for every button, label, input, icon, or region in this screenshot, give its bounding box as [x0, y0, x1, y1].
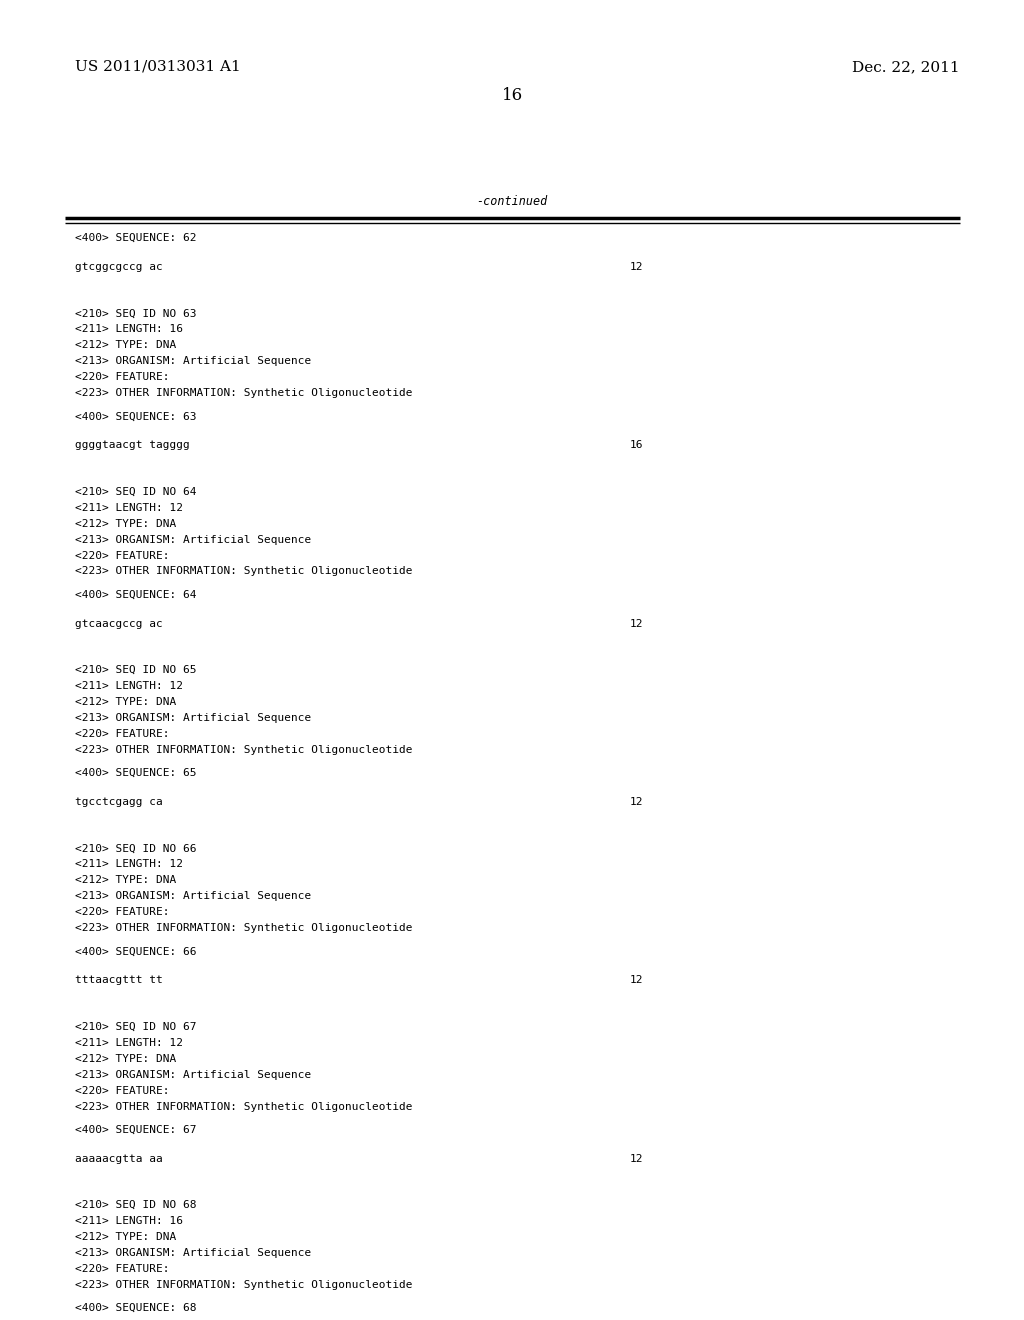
Text: <211> LENGTH: 12: <211> LENGTH: 12 — [75, 681, 183, 692]
Text: <212> TYPE: DNA: <212> TYPE: DNA — [75, 875, 176, 886]
Text: <223> OTHER INFORMATION: Synthetic Oligonucleotide: <223> OTHER INFORMATION: Synthetic Oligo… — [75, 923, 413, 933]
Text: <212> TYPE: DNA: <212> TYPE: DNA — [75, 1053, 176, 1064]
Text: aaaaacgtta aa: aaaaacgtta aa — [75, 1154, 163, 1164]
Text: gtcggcgccg ac: gtcggcgccg ac — [75, 261, 163, 272]
Text: <223> OTHER INFORMATION: Synthetic Oligonucleotide: <223> OTHER INFORMATION: Synthetic Oligo… — [75, 1280, 413, 1290]
Text: <210> SEQ ID NO 63: <210> SEQ ID NO 63 — [75, 309, 197, 318]
Text: US 2011/0313031 A1: US 2011/0313031 A1 — [75, 59, 241, 74]
Text: <400> SEQUENCE: 64: <400> SEQUENCE: 64 — [75, 590, 197, 599]
Text: <210> SEQ ID NO 64: <210> SEQ ID NO 64 — [75, 487, 197, 496]
Text: <212> TYPE: DNA: <212> TYPE: DNA — [75, 697, 176, 708]
Text: <211> LENGTH: 12: <211> LENGTH: 12 — [75, 859, 183, 870]
Text: 12: 12 — [630, 1154, 643, 1164]
Text: <212> TYPE: DNA: <212> TYPE: DNA — [75, 341, 176, 350]
Text: <400> SEQUENCE: 63: <400> SEQUENCE: 63 — [75, 412, 197, 421]
Text: ggggtaacgt tagggg: ggggtaacgt tagggg — [75, 441, 189, 450]
Text: <213> ORGANISM: Artificial Sequence: <213> ORGANISM: Artificial Sequence — [75, 713, 311, 723]
Text: 16: 16 — [502, 87, 522, 104]
Text: <213> ORGANISM: Artificial Sequence: <213> ORGANISM: Artificial Sequence — [75, 356, 311, 366]
Text: <210> SEQ ID NO 68: <210> SEQ ID NO 68 — [75, 1200, 197, 1210]
Text: <213> ORGANISM: Artificial Sequence: <213> ORGANISM: Artificial Sequence — [75, 1069, 311, 1080]
Text: <400> SEQUENCE: 65: <400> SEQUENCE: 65 — [75, 768, 197, 777]
Text: <220> FEATURE:: <220> FEATURE: — [75, 1265, 170, 1274]
Text: tgcctcgagg ca: tgcctcgagg ca — [75, 797, 163, 807]
Text: <220> FEATURE:: <220> FEATURE: — [75, 372, 170, 383]
Text: <220> FEATURE:: <220> FEATURE: — [75, 907, 170, 917]
Text: 12: 12 — [630, 975, 643, 986]
Text: 12: 12 — [630, 619, 643, 628]
Text: 12: 12 — [630, 797, 643, 807]
Text: <213> ORGANISM: Artificial Sequence: <213> ORGANISM: Artificial Sequence — [75, 891, 311, 902]
Text: <223> OTHER INFORMATION: Synthetic Oligonucleotide: <223> OTHER INFORMATION: Synthetic Oligo… — [75, 566, 413, 577]
Text: <400> SEQUENCE: 62: <400> SEQUENCE: 62 — [75, 234, 197, 243]
Text: <210> SEQ ID NO 67: <210> SEQ ID NO 67 — [75, 1022, 197, 1032]
Text: tttaacgttt tt: tttaacgttt tt — [75, 975, 163, 986]
Text: <220> FEATURE:: <220> FEATURE: — [75, 550, 170, 561]
Text: 16: 16 — [630, 441, 643, 450]
Text: <211> LENGTH: 16: <211> LENGTH: 16 — [75, 325, 183, 334]
Text: <400> SEQUENCE: 68: <400> SEQUENCE: 68 — [75, 1303, 197, 1313]
Text: <220> FEATURE:: <220> FEATURE: — [75, 729, 170, 739]
Text: <220> FEATURE:: <220> FEATURE: — [75, 1085, 170, 1096]
Text: <223> OTHER INFORMATION: Synthetic Oligonucleotide: <223> OTHER INFORMATION: Synthetic Oligo… — [75, 1102, 413, 1111]
Text: <400> SEQUENCE: 67: <400> SEQUENCE: 67 — [75, 1125, 197, 1135]
Text: 12: 12 — [630, 261, 643, 272]
Text: <223> OTHER INFORMATION: Synthetic Oligonucleotide: <223> OTHER INFORMATION: Synthetic Oligo… — [75, 388, 413, 399]
Text: <210> SEQ ID NO 66: <210> SEQ ID NO 66 — [75, 843, 197, 854]
Text: <211> LENGTH: 16: <211> LENGTH: 16 — [75, 1216, 183, 1226]
Text: <211> LENGTH: 12: <211> LENGTH: 12 — [75, 1038, 183, 1048]
Text: Dec. 22, 2011: Dec. 22, 2011 — [852, 59, 961, 74]
Text: <223> OTHER INFORMATION: Synthetic Oligonucleotide: <223> OTHER INFORMATION: Synthetic Oligo… — [75, 744, 413, 755]
Text: <210> SEQ ID NO 65: <210> SEQ ID NO 65 — [75, 665, 197, 675]
Text: <212> TYPE: DNA: <212> TYPE: DNA — [75, 519, 176, 528]
Text: <400> SEQUENCE: 66: <400> SEQUENCE: 66 — [75, 946, 197, 957]
Text: <211> LENGTH: 12: <211> LENGTH: 12 — [75, 503, 183, 512]
Text: <213> ORGANISM: Artificial Sequence: <213> ORGANISM: Artificial Sequence — [75, 535, 311, 545]
Text: <213> ORGANISM: Artificial Sequence: <213> ORGANISM: Artificial Sequence — [75, 1247, 311, 1258]
Text: gtcaacgccg ac: gtcaacgccg ac — [75, 619, 163, 628]
Text: <212> TYPE: DNA: <212> TYPE: DNA — [75, 1232, 176, 1242]
Text: -continued: -continued — [476, 195, 548, 209]
